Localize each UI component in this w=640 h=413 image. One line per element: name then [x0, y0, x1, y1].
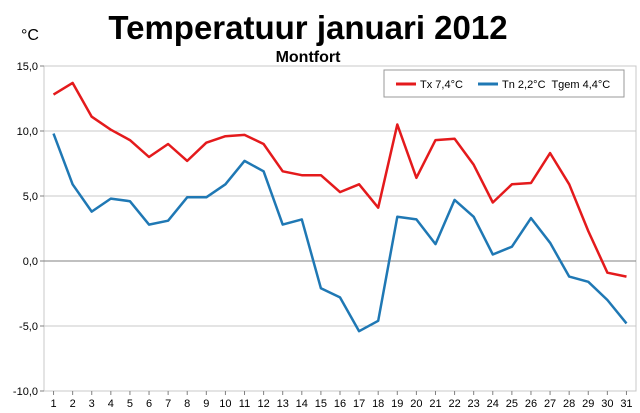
x-tick-label: 28: [563, 398, 575, 410]
x-tick-label: 12: [257, 398, 269, 410]
gridlines: [44, 130, 636, 327]
x-tick-label: 2: [70, 398, 76, 410]
y-tick-label: -5,0: [19, 321, 38, 333]
x-tick-label: 5: [127, 398, 133, 410]
y-tick-label: -10,0: [13, 386, 38, 398]
legend-label-tx: Tx 7,4°C: [420, 79, 463, 91]
x-tick-label: 6: [146, 398, 152, 410]
series-line-tn: [52, 133, 628, 333]
legend-label-tn: Tn 2,2°C Tgem 4,4°C: [502, 79, 610, 91]
x-tick-label: 4: [108, 398, 114, 410]
x-tick-label: 1: [50, 398, 56, 410]
x-tick-label: 30: [601, 398, 613, 410]
series-lines: [52, 81, 628, 333]
legend-box: [383, 69, 625, 98]
x-tick-label: 20: [410, 398, 422, 410]
x-tick-label: 21: [429, 398, 441, 410]
chart-subtitle: Montfort: [276, 49, 342, 66]
x-tick-label: 11: [239, 398, 250, 410]
y-tick-label: 10,0: [17, 126, 38, 138]
chart-title: Temperatuur januari 2012: [108, 9, 507, 46]
x-tick-label: 3: [89, 398, 95, 410]
x-tick-label: 17: [353, 398, 365, 410]
x-tick-label: 29: [582, 398, 594, 410]
x-tick-label: 10: [219, 398, 231, 410]
series-line-tx: [52, 81, 627, 278]
y-axis: 15,0 10,0 5,0 0,0 -5,0 -10,0: [13, 61, 44, 398]
y-axis-unit: °C: [21, 27, 39, 44]
y-tick-label: 0,0: [23, 256, 38, 268]
x-axis: 1 2 3 4 5 6 7 8 9 10 11 12 13 14 15 16 17 18 19 20 21 22 23 24 2…: [50, 391, 633, 410]
legend: Tx 7,4°C Tn 2,2°C Tgem 4,4°C: [383, 69, 625, 98]
x-tick-label: 24: [487, 398, 499, 410]
y-tick-label: 5,0: [23, 191, 38, 203]
x-tick-label: 19: [391, 398, 403, 410]
x-tick-label: 14: [296, 398, 308, 410]
x-tick-label: 16: [334, 398, 346, 410]
x-tick-label: 13: [277, 398, 289, 410]
plot-area: [43, 65, 637, 392]
y-tick-label: 15,0: [17, 61, 38, 73]
x-tick-label: 25: [506, 398, 518, 410]
x-tick-label: 15: [315, 398, 327, 410]
x-tick-label: 23: [468, 398, 480, 410]
x-tick-label: 9: [203, 398, 209, 410]
x-tick-label: 7: [165, 398, 171, 410]
x-tick-label: 27: [544, 398, 556, 410]
x-tick-label: 31: [620, 398, 632, 410]
x-tick-label: 22: [448, 398, 460, 410]
x-tick-label: 18: [372, 398, 384, 410]
x-tick-label: 26: [525, 398, 537, 410]
x-tick-label: 8: [184, 398, 190, 410]
